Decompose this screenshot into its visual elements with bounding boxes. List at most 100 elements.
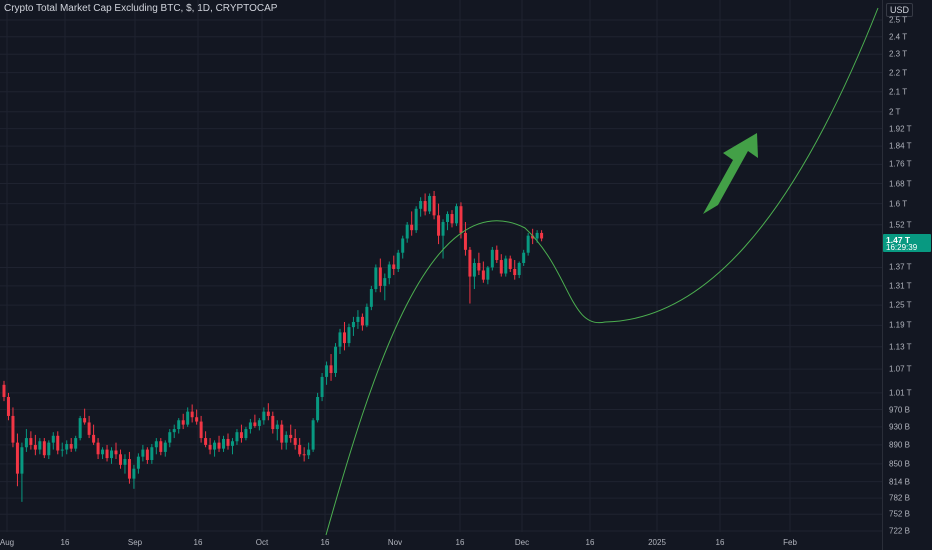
candle-body bbox=[316, 396, 320, 421]
candle-body bbox=[154, 441, 158, 448]
currency-label[interactable]: USD bbox=[886, 3, 914, 17]
y-tick-label: 1.19 T bbox=[889, 320, 912, 330]
x-tick-label: 16 bbox=[585, 538, 595, 547]
candle-body bbox=[186, 411, 190, 425]
candle-body bbox=[450, 214, 454, 224]
y-tick-label: 1.68 T bbox=[889, 179, 912, 189]
candle-body bbox=[495, 249, 499, 261]
x-tick-label: Aug bbox=[0, 538, 15, 547]
candle-body bbox=[24, 438, 28, 448]
candle-body bbox=[257, 420, 261, 426]
candle-body bbox=[463, 232, 467, 250]
y-tick-label: 1.76 T bbox=[889, 159, 912, 169]
y-tick-label: 970 B bbox=[889, 405, 910, 415]
candle-body bbox=[177, 420, 181, 430]
candle-body bbox=[392, 264, 396, 269]
candle-body bbox=[454, 206, 458, 224]
candle-body bbox=[302, 454, 306, 456]
countdown-label: 16:29:39 bbox=[886, 243, 918, 252]
candle-body bbox=[96, 442, 100, 455]
candle-body bbox=[172, 429, 176, 433]
candle-body bbox=[325, 365, 329, 377]
price-scale[interactable] bbox=[882, 0, 932, 550]
candle-body bbox=[298, 444, 302, 455]
y-tick-label: 722 B bbox=[889, 526, 910, 536]
candle-body bbox=[481, 270, 485, 280]
candle-body bbox=[468, 249, 472, 277]
candle-body bbox=[248, 422, 252, 430]
candle-body bbox=[307, 449, 311, 456]
candle-body bbox=[123, 459, 127, 465]
y-tick-label: 1.84 T bbox=[889, 141, 912, 151]
x-tick-label: 16 bbox=[320, 538, 330, 547]
candle-body bbox=[410, 224, 414, 231]
candle-body bbox=[334, 346, 338, 374]
candle-body bbox=[195, 417, 199, 422]
candle-body bbox=[51, 435, 55, 443]
y-tick-label: 890 B bbox=[889, 440, 910, 450]
candle-body bbox=[432, 195, 436, 216]
candle-body bbox=[145, 449, 149, 460]
y-tick-label: 2.2 T bbox=[889, 68, 908, 78]
candle-body bbox=[446, 214, 450, 223]
candle-body bbox=[136, 456, 140, 469]
candle-body bbox=[351, 321, 355, 328]
candle-body bbox=[92, 434, 96, 443]
candle-body bbox=[244, 429, 248, 439]
candle-body bbox=[517, 262, 521, 276]
y-tick-label: 1.52 T bbox=[889, 220, 912, 230]
candle-body bbox=[535, 232, 539, 239]
candle-body bbox=[217, 442, 221, 449]
candle-body bbox=[486, 267, 490, 280]
candle-body bbox=[522, 252, 526, 263]
candlestick-chart[interactable] bbox=[0, 0, 882, 550]
x-tick-label: 16 bbox=[60, 538, 70, 547]
candle-body bbox=[11, 415, 15, 443]
candle-body bbox=[226, 438, 230, 446]
y-tick-label: 782 B bbox=[889, 493, 910, 503]
candle-body bbox=[190, 411, 194, 418]
y-tick-label: 930 B bbox=[889, 422, 910, 432]
y-tick-label: 2.3 T bbox=[889, 49, 908, 59]
candle-body bbox=[513, 268, 517, 276]
candle-body bbox=[378, 267, 382, 286]
candle-body bbox=[213, 442, 217, 450]
x-tick-label: Oct bbox=[255, 538, 269, 547]
y-tick-label: 2.5 T bbox=[889, 15, 908, 25]
candle-body bbox=[320, 376, 324, 397]
candle-body bbox=[504, 258, 508, 274]
x-tick-label: 2025 bbox=[648, 538, 666, 547]
candle-body bbox=[114, 450, 118, 455]
candle-body bbox=[253, 422, 257, 426]
y-tick-label: 850 B bbox=[889, 459, 910, 469]
candle-body bbox=[437, 215, 441, 236]
candle-body bbox=[284, 434, 288, 443]
candle-body bbox=[105, 449, 109, 459]
x-tick-label: Feb bbox=[783, 538, 797, 547]
y-tick-label: 2 T bbox=[889, 107, 901, 117]
candle-body bbox=[477, 262, 481, 271]
y-tick-label: 2.4 T bbox=[889, 32, 908, 42]
x-tick-label: 16 bbox=[715, 538, 725, 547]
x-tick-label: 16 bbox=[455, 538, 465, 547]
x-tick-label: 16 bbox=[193, 538, 203, 547]
candle-body bbox=[289, 434, 293, 439]
candle-body bbox=[132, 468, 136, 479]
candle-body bbox=[6, 396, 10, 416]
y-tick-label: 1.6 T bbox=[889, 199, 908, 209]
candle-body bbox=[163, 442, 167, 452]
y-tick-label: 752 B bbox=[889, 509, 910, 519]
y-tick-label: 1.07 T bbox=[889, 364, 912, 374]
candle-body bbox=[127, 459, 131, 479]
candle-body bbox=[83, 418, 87, 423]
last-price-badge: 1.47 T 16:29:39 bbox=[883, 234, 931, 252]
candle-body bbox=[360, 316, 364, 326]
up-arrow-icon[interactable] bbox=[703, 133, 758, 214]
candle-body bbox=[235, 432, 239, 442]
candle-body bbox=[428, 195, 432, 212]
candle-body bbox=[199, 421, 203, 439]
x-tick-label: Sep bbox=[127, 538, 143, 547]
x-tick-label: Nov bbox=[387, 538, 403, 547]
projection-curve[interactable] bbox=[325, 7, 879, 536]
